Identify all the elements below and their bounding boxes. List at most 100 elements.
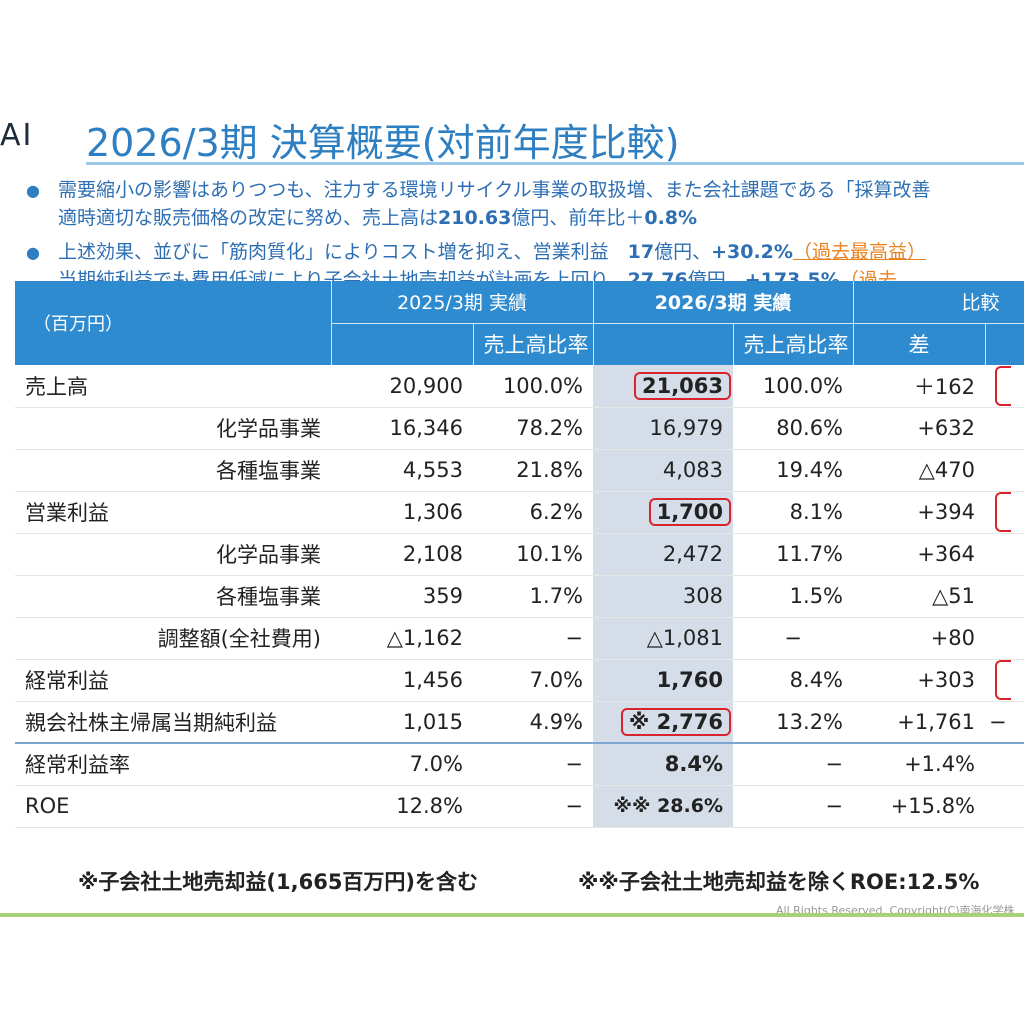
table-row-ordinary-profit: 経常利益 1,456 7.0% 1,760 8.4% +303 xyxy=(15,659,1024,702)
current-ratio: 80.6% xyxy=(733,407,854,450)
footer-rule xyxy=(0,913,1024,917)
table-row-salt-profit: 各種塩事業 359 1.7% 308 1.5% △51 xyxy=(15,575,1024,618)
bullet-text: 億円、前年比＋ xyxy=(511,207,645,229)
row-label: 化学品事業 xyxy=(15,407,331,450)
row-label: 化学品事業 xyxy=(15,533,331,576)
current-value: 308 xyxy=(593,575,734,618)
row-label: 営業利益 xyxy=(15,491,331,534)
highlight-box-edge xyxy=(995,492,1012,532)
diff-value: △51 xyxy=(853,575,986,618)
prev-ratio: − xyxy=(473,785,594,828)
edge-cell: − xyxy=(985,701,1024,744)
prev-value: 7.0% xyxy=(331,742,473,786)
prev-value: 16,346 xyxy=(331,407,473,450)
footnote-land-sale: ※子会社土地売却益(1,665百万円)を含む xyxy=(78,870,479,894)
prev-value: 359 xyxy=(331,575,473,618)
prev-ratio: 7.0% xyxy=(473,659,594,702)
current-ratio: − xyxy=(733,742,854,786)
diff-value: +1.4% xyxy=(853,742,986,786)
prev-ratio: 4.9% xyxy=(473,701,594,744)
edge-cell xyxy=(985,533,1024,576)
row-label: 経常利益 xyxy=(15,659,331,702)
page-title: 2026/3期 決算概要(対前年度比較) xyxy=(86,121,680,165)
table-row-sales: 売上高 20,900 100.0% 21,063 100.0% ＋162 xyxy=(15,365,1024,408)
table-row-adjustment: 調整額(全社費用) △1,162 − △1,081 − +80 xyxy=(15,617,1024,660)
prev-value: 12.8% xyxy=(331,785,473,828)
prev-ratio: − xyxy=(473,617,594,660)
bullet-text: 億円、 xyxy=(654,241,712,263)
current-value: 8.4% xyxy=(593,742,734,786)
current-ratio: 8.4% xyxy=(733,659,854,702)
edge-cell xyxy=(985,575,1024,618)
company-logo: AI xyxy=(0,118,34,153)
bullet-line: 需要縮小の影響はありつつも、注力する環境リサイクル事業の取扱増、また会社課題であ… xyxy=(58,179,931,201)
table-row-roe: ROE 12.8% − ※※ 28.6% − +15.8% xyxy=(15,785,1024,828)
prev-value: 20,900 xyxy=(331,365,473,408)
highlight-box: 21,063 xyxy=(633,371,732,400)
table-row-chemicals-sales: 化学品事業 16,346 78.2% 16,979 80.6% +632 xyxy=(15,407,1024,450)
row-label: 売上高 xyxy=(15,365,331,408)
current-ratio: − xyxy=(733,617,854,660)
row-label: 親会社株主帰属当期純利益 xyxy=(15,701,331,744)
current-value-cell: ※ 2,776 xyxy=(593,701,734,744)
current-ratio: 8.1% xyxy=(733,491,854,534)
edge-cell xyxy=(985,742,1024,786)
prev-ratio: 78.2% xyxy=(473,407,594,450)
diff-value: +303 xyxy=(853,659,986,702)
subheader-blank xyxy=(330,322,473,365)
current-value-cell: 21,063 xyxy=(593,365,734,408)
subheader-ratio-cur: 売上高比率 xyxy=(732,322,854,365)
current-value: △1,081 xyxy=(593,617,734,660)
prev-value: 2,108 xyxy=(331,533,473,576)
operating-profit-value: 17 xyxy=(627,241,655,263)
row-label: 調整額(全社費用) xyxy=(15,617,331,660)
prev-ratio: 21.8% xyxy=(473,449,594,492)
revenue-value: 210.63 xyxy=(438,207,512,229)
subheader-diff: 差 xyxy=(852,322,986,365)
bullet-text: 適時適切な販売価格の改定に努め、売上高は xyxy=(58,207,439,229)
current-value: 4,083 xyxy=(593,449,734,492)
prev-ratio: 1.7% xyxy=(473,575,594,618)
table-row-operating-profit: 営業利益 1,306 6.2% 1,700 8.1% +394 xyxy=(15,491,1024,534)
bullet-revenue: ● 需要縮小の影響はありつつも、注力する環境リサイクル事業の取扱増、また会社課題… xyxy=(20,176,1024,232)
current-ratio: − xyxy=(733,785,854,828)
header-current-year: 2026/3期 実績 xyxy=(592,281,854,323)
row-label: ROE xyxy=(15,785,331,828)
edge-cell xyxy=(985,617,1024,660)
edge-cell xyxy=(985,491,1024,534)
diff-value: +1,761 xyxy=(853,701,986,744)
current-ratio: 19.4% xyxy=(733,449,854,492)
financial-summary-table: （百万円） 2025/3期 実績 2026/3期 実績 比較 売上高比率 売上高… xyxy=(15,281,1024,828)
current-ratio: 100.0% xyxy=(733,365,854,408)
highlight-box-edge xyxy=(995,365,1012,406)
prev-value: 1,456 xyxy=(331,659,473,702)
edge-cell xyxy=(985,449,1024,492)
subheader-blank xyxy=(984,322,1024,365)
subheader-ratio-prev: 売上高比率 xyxy=(472,322,594,365)
diff-value: ＋162 xyxy=(853,365,986,408)
bullet-line: 適時適切な販売価格の改定に努め、売上高は210.63億円、前年比＋0.8% xyxy=(58,204,1024,232)
diff-value: +80 xyxy=(853,617,986,660)
diff-value: +394 xyxy=(853,491,986,534)
diff-value: △470 xyxy=(853,449,986,492)
current-ratio: 11.7% xyxy=(733,533,854,576)
current-value: ※※ 28.6% xyxy=(593,785,734,828)
current-value: 16,979 xyxy=(593,407,734,450)
bullet-text: 上述効果、並びに「筋肉質化」によりコスト増を抑え、営業利益 xyxy=(58,241,628,263)
header-compare: 比較 xyxy=(852,281,1024,323)
prev-value: △1,162 xyxy=(331,617,473,660)
table-row-salt-sales: 各種塩事業 4,553 21.8% 4,083 19.4% △470 xyxy=(15,449,1024,492)
current-value-cell: 1,700 xyxy=(593,491,734,534)
bullet-dot-icon: ● xyxy=(26,181,40,200)
record-profit-note: （過去最高益） xyxy=(792,241,926,263)
current-value: 2,472 xyxy=(593,533,734,576)
current-ratio: 1.5% xyxy=(733,575,854,618)
subheader-blank xyxy=(592,322,734,365)
footnote-roe: ※※子会社土地売却益を除くROE:12.5% xyxy=(578,870,980,894)
edge-text: − xyxy=(989,709,1007,734)
header-prev-year: 2025/3期 実績 xyxy=(330,281,594,323)
table-row-ordinary-margin: 経常利益率 7.0% − 8.4% − +1.4% xyxy=(15,742,1024,786)
row-label: 各種塩事業 xyxy=(15,449,331,492)
bullet-line: 上述効果、並びに「筋肉質化」によりコスト増を抑え、営業利益 17億円、+30.2… xyxy=(58,238,1024,266)
edge-cell xyxy=(985,659,1024,702)
